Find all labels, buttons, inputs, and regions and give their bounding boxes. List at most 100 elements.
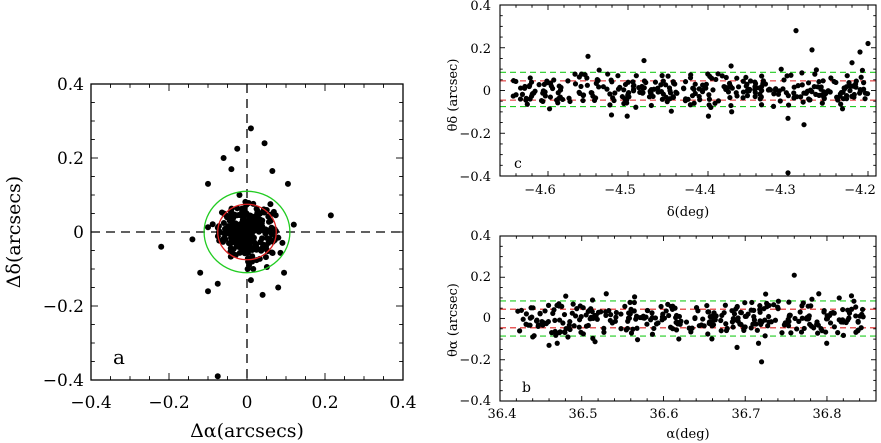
data-point bbox=[775, 306, 781, 312]
data-point bbox=[859, 67, 866, 73]
panel-b-ytick: −0.4 bbox=[459, 394, 491, 409]
data-point bbox=[615, 73, 621, 79]
data-point bbox=[523, 311, 529, 317]
data-point bbox=[625, 92, 631, 98]
data-point bbox=[757, 303, 763, 309]
data-point bbox=[631, 299, 637, 306]
data-point bbox=[247, 277, 254, 284]
data-point bbox=[631, 294, 638, 300]
data-point bbox=[640, 315, 646, 321]
data-point bbox=[539, 319, 545, 325]
data-point bbox=[197, 269, 204, 276]
data-point bbox=[648, 90, 654, 96]
data-point bbox=[811, 84, 817, 90]
data-point bbox=[630, 79, 636, 85]
data-point bbox=[583, 323, 590, 329]
data-point bbox=[526, 83, 532, 90]
data-point bbox=[630, 83, 637, 89]
data-point bbox=[625, 79, 631, 85]
data-point bbox=[644, 307, 650, 314]
data-point bbox=[540, 88, 547, 94]
data-point bbox=[706, 92, 712, 98]
data-point bbox=[660, 78, 666, 84]
data-point bbox=[243, 240, 250, 247]
data-point bbox=[708, 75, 715, 81]
panel-a-xtick: −0.4 bbox=[70, 393, 111, 413]
data-point bbox=[705, 331, 711, 337]
data-point bbox=[706, 96, 712, 102]
data-point bbox=[718, 328, 724, 334]
data-point bbox=[665, 73, 671, 79]
data-point bbox=[615, 86, 622, 92]
data-point bbox=[236, 249, 243, 256]
data-point bbox=[670, 94, 677, 101]
data-point bbox=[758, 359, 765, 365]
data-point bbox=[785, 115, 791, 121]
panel-c-xtick: −4.5 bbox=[604, 183, 636, 198]
data-point bbox=[851, 83, 857, 89]
panel-c-marks bbox=[500, 28, 876, 176]
panel-c-ytick: −0.4 bbox=[459, 170, 491, 185]
data-point bbox=[764, 300, 770, 307]
panel-a-xtick: 0.2 bbox=[311, 393, 338, 413]
data-point bbox=[244, 228, 251, 235]
data-point bbox=[520, 316, 526, 322]
data-point bbox=[535, 323, 541, 329]
data-point bbox=[752, 80, 759, 87]
data-point bbox=[760, 80, 766, 87]
data-point bbox=[327, 212, 334, 219]
data-point bbox=[249, 253, 256, 260]
data-point bbox=[801, 325, 807, 332]
data-point bbox=[742, 313, 748, 319]
data-point bbox=[551, 77, 557, 83]
data-point bbox=[259, 291, 266, 298]
data-point bbox=[722, 84, 728, 90]
data-point bbox=[846, 310, 853, 316]
data-point bbox=[545, 80, 551, 86]
data-point bbox=[758, 102, 765, 108]
data-point bbox=[601, 329, 607, 335]
data-point bbox=[262, 254, 269, 261]
data-point bbox=[775, 298, 782, 304]
data-point bbox=[762, 333, 768, 339]
data-point bbox=[528, 93, 535, 99]
data-point bbox=[556, 303, 562, 309]
data-point bbox=[659, 317, 665, 323]
data-point bbox=[729, 319, 735, 325]
data-point bbox=[843, 84, 850, 90]
panel-b-xlabel: α(deg) bbox=[666, 427, 709, 442]
data-point bbox=[641, 78, 648, 84]
data-point bbox=[824, 340, 830, 346]
panel-c-xtick: −4.2 bbox=[844, 183, 876, 198]
data-point bbox=[537, 311, 543, 317]
data-point bbox=[695, 308, 701, 314]
data-point bbox=[742, 300, 748, 306]
panel-b-xtick: 36.5 bbox=[569, 407, 598, 422]
data-point bbox=[857, 313, 863, 319]
data-point bbox=[696, 93, 702, 100]
data-point bbox=[763, 291, 769, 297]
data-point bbox=[748, 307, 754, 313]
data-point bbox=[214, 373, 221, 380]
data-point bbox=[240, 221, 247, 228]
data-point bbox=[673, 89, 679, 95]
panel-a-xtick: −0.2 bbox=[148, 393, 189, 413]
data-point bbox=[250, 266, 257, 272]
panel-c-ytick: 0 bbox=[483, 84, 491, 99]
data-point bbox=[681, 86, 687, 92]
data-point bbox=[515, 308, 521, 314]
data-point bbox=[710, 87, 716, 93]
data-point bbox=[728, 102, 734, 109]
data-point bbox=[660, 311, 666, 317]
data-point bbox=[598, 309, 604, 315]
data-point bbox=[706, 320, 712, 327]
data-point bbox=[853, 329, 859, 335]
data-point bbox=[782, 320, 788, 326]
data-point bbox=[740, 95, 746, 101]
panel-c-ytick: −0.2 bbox=[459, 127, 491, 142]
data-point bbox=[567, 98, 573, 105]
data-point bbox=[245, 217, 252, 224]
panel-a-marks bbox=[91, 84, 403, 380]
panel-a-xlabel: Δα(arcsecs) bbox=[190, 420, 304, 442]
panel-b-letter: b bbox=[522, 380, 531, 396]
